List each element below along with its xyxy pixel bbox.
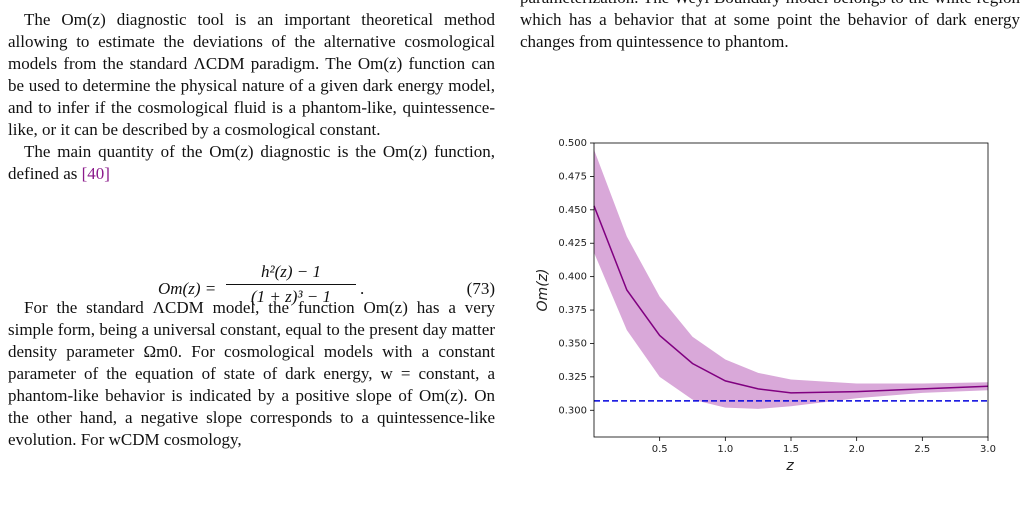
denominator: (1 + z)³ − 1 — [251, 287, 331, 306]
confidence-band — [594, 149, 988, 409]
numerator: h²(z) − 1 — [226, 262, 356, 285]
y-tick-label: 0.450 — [558, 205, 587, 216]
right-column: parameterization. The Weyl Boundary mode… — [520, 0, 1020, 53]
paragraph: parameterization. The Weyl Boundary mode… — [520, 0, 1020, 51]
paragraph: The Om(z) diagnostic tool is an importan… — [8, 10, 495, 139]
y-tick-label: 0.300 — [558, 405, 587, 416]
equation-lhs: Om(z) = — [158, 279, 217, 298]
paragraph: For the standard ΛCDM model, the functio… — [8, 298, 495, 449]
y-tick-label: 0.325 — [558, 372, 587, 383]
x-tick-label: 3.0 — [980, 444, 996, 455]
mean-line — [593, 205, 989, 394]
equation: Om(z) = h²(z) − 1 (1 + z)³ − 1 . (73) — [8, 262, 495, 318]
y-tick-label: 0.350 — [558, 338, 587, 349]
left-column: The Om(z) diagnostic tool is an importan… — [8, 9, 495, 451]
citation[interactable]: [40] — [81, 164, 110, 183]
paragraph-text: The main quantity of the Om(z) diagnosti… — [8, 142, 495, 183]
y-tick-label: 0.375 — [558, 305, 587, 316]
equation-number: (73) — [466, 279, 495, 298]
paragraph: The main quantity of the Om(z) diagnosti… — [8, 141, 495, 185]
y-tick-label: 0.400 — [558, 272, 587, 283]
x-tick-label: 2.0 — [849, 444, 865, 455]
y-tick-label: 0.475 — [558, 171, 587, 182]
y-axis-label: Om(z) — [535, 269, 551, 312]
x-tick-label: 2.5 — [914, 444, 930, 455]
x-tick-label: 0.5 — [652, 444, 668, 455]
x-tick-label: 1.0 — [717, 444, 733, 455]
x-tick-label: 1.5 — [783, 444, 799, 455]
equation-end: . — [360, 279, 365, 298]
y-tick-label: 0.500 — [558, 138, 587, 149]
y-tick-label: 0.425 — [558, 238, 587, 249]
fraction: h²(z) − 1 (1 + z)³ − 1 — [226, 262, 356, 307]
x-axis-label: z — [785, 458, 794, 474]
